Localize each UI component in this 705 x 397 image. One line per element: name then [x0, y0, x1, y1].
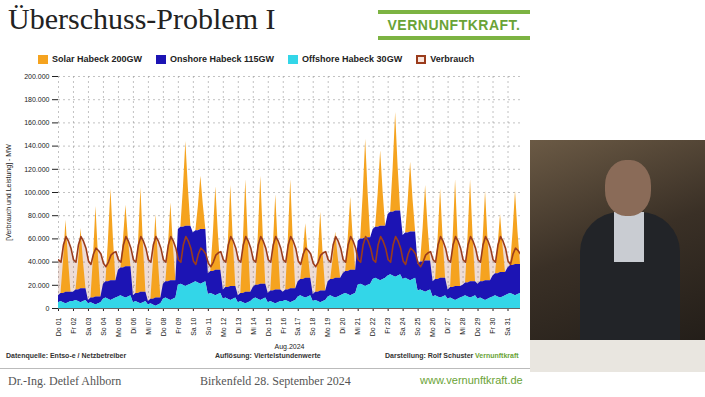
svg-text:Di 13: Di 13 [235, 317, 242, 333]
html-text:Überschuss-Problem I: Überschuss-Problem I [8, 2, 276, 35]
svg-text:So 25: So 25 [414, 317, 421, 335]
svg-text:200.000: 200.000 [24, 73, 49, 80]
svg-text:100.000: 100.000 [24, 189, 49, 196]
svg-text:Mi 21: Mi 21 [354, 317, 361, 334]
svg-text:Mo 26: Mo 26 [429, 317, 436, 337]
svg-text:0: 0 [46, 305, 50, 312]
svg-text:Do 15: Do 15 [265, 317, 272, 336]
svg-text:180.000: 180.000 [24, 96, 49, 103]
svg-text:Fr 30: Fr 30 [489, 317, 496, 333]
svg-text:Fr 16: Fr 16 [279, 317, 286, 333]
svg-text:Mi 28: Mi 28 [459, 317, 466, 334]
svg-text:[Verbrauch und Leistung] - MW: [Verbrauch und Leistung] - MW [5, 144, 13, 241]
svg-text:Do 29: Do 29 [474, 317, 481, 336]
svg-text:Fr 09: Fr 09 [175, 317, 182, 333]
svg-text:Di 20: Di 20 [339, 317, 346, 333]
svg-text:So 04: So 04 [100, 317, 107, 335]
svg-text:140.000: 140.000 [24, 142, 49, 149]
svg-text:20.000: 20.000 [28, 282, 50, 289]
svg-text:Do 01: Do 01 [55, 317, 62, 336]
html-text:Verbrauch: Verbrauch [430, 54, 475, 64]
html-text:Onshore Habeck 115GW: Onshore Habeck 115GW [170, 54, 275, 64]
svg-text:Mo 19: Mo 19 [324, 317, 331, 337]
html-text:Solar Habeck 200GW: Solar Habeck 200GW [52, 54, 142, 64]
svg-text:Mo 12: Mo 12 [220, 317, 227, 337]
html-text:www.vernunftkraft.de: www.vernunftkraft.de [420, 374, 523, 386]
svg-text:80.000: 80.000 [28, 212, 50, 219]
svg-text:Sa 24: Sa 24 [399, 317, 406, 335]
svg-text:Mi 14: Mi 14 [250, 317, 257, 334]
svg-text:Di 27: Di 27 [444, 317, 451, 333]
svg-text:Do 08: Do 08 [160, 317, 167, 336]
svg-text:Sa 31: Sa 31 [504, 317, 511, 335]
svg-text:Aug.2024: Aug.2024 [275, 343, 305, 351]
svg-text:Do 22: Do 22 [369, 317, 376, 336]
html-text:Offshore Habeck 30GW: Offshore Habeck 30GW [302, 54, 403, 64]
svg-text:Mi 07: Mi 07 [145, 317, 152, 334]
svg-text:So 11: So 11 [205, 317, 212, 335]
svg-text:Sa 10: Sa 10 [190, 317, 197, 335]
svg-text:40.000: 40.000 [28, 258, 50, 265]
svg-text:120.000: 120.000 [24, 166, 49, 173]
html-text:Auflösung: Viertelstundenwerte: Auflösung: Viertelstundenwerte [215, 352, 321, 359]
html-text:Dr.-Ing. Detlef Ahlborn: Dr.-Ing. Detlef Ahlborn [8, 374, 122, 388]
svg-text:Di 06: Di 06 [130, 317, 137, 333]
html-text:Darstellung: Rolf Schuster Ver: Darstellung: Rolf Schuster Vernunftkraft [385, 352, 519, 359]
svg-text:Mo 05: Mo 05 [115, 317, 122, 337]
html-text:Datenquelle: Entso-e / Netzbet: Datenquelle: Entso-e / Netzbetreiber [6, 352, 127, 359]
svg-text:Fr 23: Fr 23 [384, 317, 391, 333]
svg-text:Fr 02: Fr 02 [70, 317, 77, 333]
svg-text:Sa 17: Sa 17 [294, 317, 301, 335]
svg-text:160.000: 160.000 [24, 119, 49, 126]
html-text:VERNUNFTKRAFT.: VERNUNFTKRAFT. [387, 17, 521, 33]
svg-text:So 18: So 18 [309, 317, 316, 335]
svg-text:Sa 03: Sa 03 [85, 317, 92, 335]
svg-text:60.000: 60.000 [28, 235, 50, 242]
html-text:Birkenfeld 28. September 2024: Birkenfeld 28. September 2024 [200, 374, 351, 388]
